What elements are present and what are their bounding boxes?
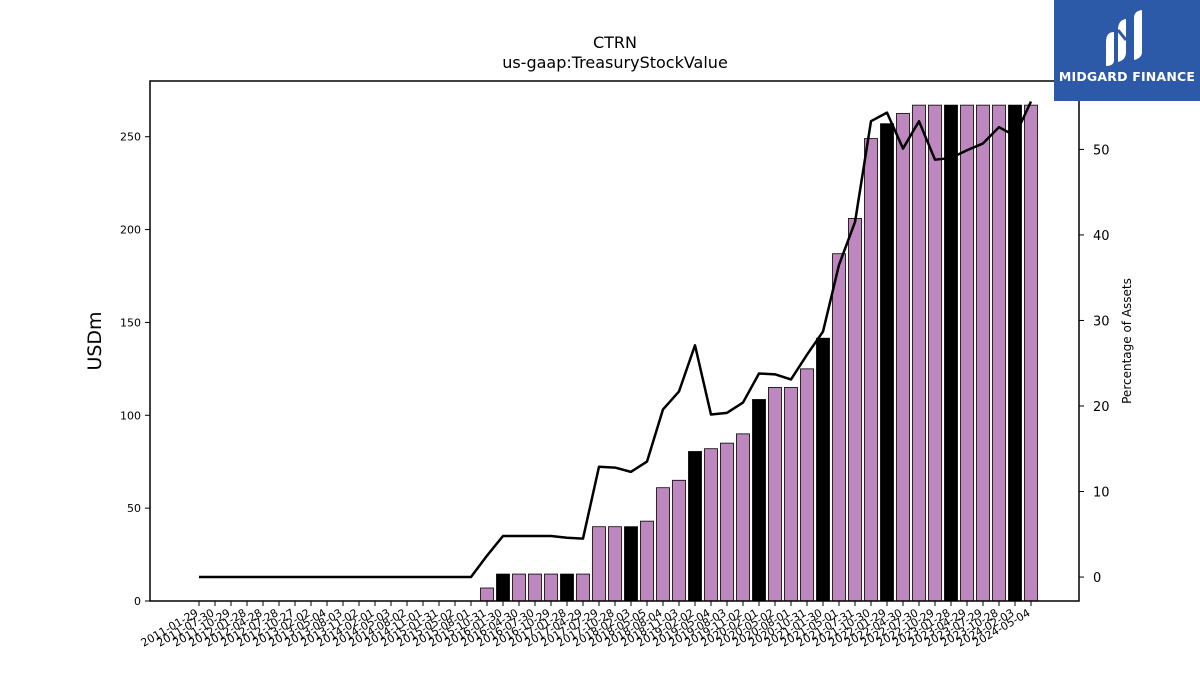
bar bbox=[688, 451, 702, 602]
bar bbox=[608, 526, 622, 602]
bar bbox=[480, 587, 494, 602]
bar bbox=[752, 399, 766, 602]
bar bbox=[736, 433, 750, 602]
y2-tick-label: 30 bbox=[1093, 314, 1110, 329]
y-tick-label: 150 bbox=[120, 316, 141, 329]
bar bbox=[848, 218, 862, 602]
bar bbox=[656, 487, 670, 602]
y-axis-label: USDm bbox=[84, 311, 106, 370]
bar bbox=[512, 573, 526, 602]
y2-tick-label: 40 bbox=[1093, 229, 1110, 244]
brand-logo: MIDGARD FINANCE bbox=[1054, 0, 1200, 101]
bar bbox=[528, 573, 542, 602]
bar bbox=[832, 253, 846, 602]
bar bbox=[896, 113, 910, 602]
bar bbox=[720, 442, 734, 602]
bar bbox=[768, 387, 782, 602]
bar bbox=[640, 520, 654, 602]
bar bbox=[704, 448, 718, 602]
chart-title: CTRN bbox=[593, 33, 637, 52]
bar bbox=[576, 573, 590, 602]
bar bbox=[784, 387, 798, 602]
brand-name: MIDGARD FINANCE bbox=[1058, 69, 1196, 84]
bar bbox=[1024, 104, 1038, 602]
bar bbox=[544, 573, 558, 602]
y2-tick-label: 10 bbox=[1093, 486, 1110, 501]
y-tick-label: 200 bbox=[120, 224, 141, 237]
bar bbox=[976, 104, 990, 602]
bar bbox=[992, 104, 1006, 602]
bar bbox=[928, 104, 942, 602]
bar bbox=[880, 123, 894, 602]
y-tick-label: 100 bbox=[120, 409, 141, 422]
y2-axis-label: Percentage of Assets bbox=[1120, 278, 1134, 404]
bar bbox=[864, 138, 878, 602]
y2-tick-label: 0 bbox=[1093, 571, 1101, 586]
y-tick-label: 250 bbox=[120, 131, 141, 144]
bar bbox=[496, 573, 510, 602]
y2-tick-label: 20 bbox=[1093, 400, 1110, 415]
bar bbox=[800, 368, 814, 602]
chart-subtitle: us-gaap:TreasuryStockValue bbox=[502, 53, 728, 72]
bar bbox=[960, 104, 974, 602]
bar bbox=[816, 337, 830, 602]
bar bbox=[944, 104, 958, 602]
plot-area: 050100150200250010203040502011-01-292011… bbox=[120, 100, 1110, 650]
y2-tick-label: 50 bbox=[1093, 143, 1110, 158]
bar bbox=[912, 104, 926, 602]
y-tick-label: 0 bbox=[134, 595, 141, 608]
midgard-logo-icon bbox=[1106, 10, 1142, 66]
bar bbox=[592, 526, 606, 602]
bar bbox=[624, 526, 638, 602]
bar bbox=[672, 479, 686, 602]
plot-frame bbox=[149, 80, 1080, 602]
bar bbox=[1008, 104, 1022, 602]
bar bbox=[560, 573, 574, 602]
y-tick-label: 50 bbox=[127, 502, 141, 515]
series-line bbox=[199, 100, 1033, 579]
